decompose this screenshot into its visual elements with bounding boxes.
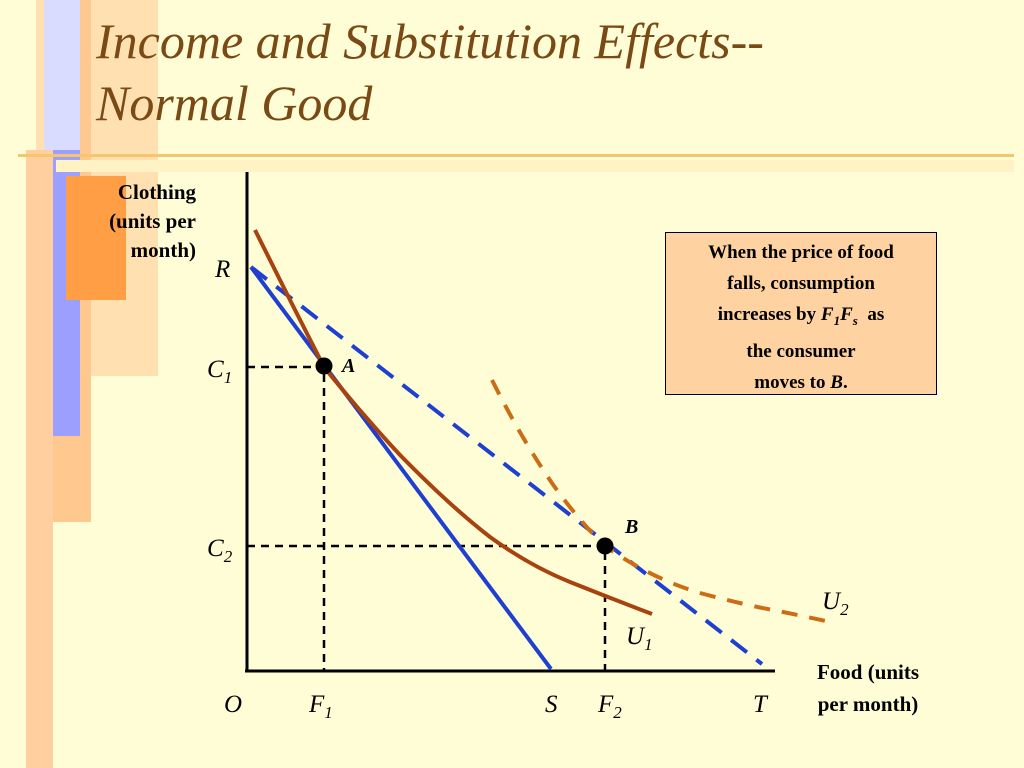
label-u2: U2 xyxy=(822,588,849,619)
label-u1-base: U xyxy=(626,623,646,650)
note-line-5-prefix: moves to xyxy=(754,371,831,393)
y-axis-title-line-3: month) xyxy=(130,238,196,262)
label-u1-sub: 1 xyxy=(644,635,653,654)
note-line-3-suffix: as xyxy=(857,304,885,325)
label-c1-base: C xyxy=(207,356,224,383)
origin-label: O xyxy=(224,691,242,718)
budget-line-rs xyxy=(249,265,553,671)
note-fs-base: F xyxy=(840,304,853,325)
label-f1-base: F xyxy=(308,691,325,718)
y-axis-title-line-2: (units per xyxy=(109,209,196,233)
indifference-curve-u2 xyxy=(490,379,831,624)
point-b-label: B xyxy=(624,516,638,538)
note-line-5: moves to B. xyxy=(666,367,936,398)
x-axis-title-line-2: per month) xyxy=(817,692,919,716)
label-f2-base: F xyxy=(597,691,614,718)
label-f2: F2 xyxy=(597,691,622,722)
intercept-label-t: T xyxy=(753,691,769,718)
intercept-label-s: S xyxy=(545,691,558,718)
indifference-curve-u1 xyxy=(253,229,653,616)
slide-title-line-2: Normal Good xyxy=(96,75,373,131)
budget-line-rt xyxy=(249,265,764,666)
decor-bar-orange-block xyxy=(66,176,126,300)
label-u2-sub: 2 xyxy=(840,600,849,619)
point-a-marker xyxy=(315,357,333,375)
note-f1-sub: 1 xyxy=(833,312,841,328)
y-axis-title-line-1: Clothing xyxy=(117,180,196,204)
note-line-5-suffix: . xyxy=(842,371,848,393)
decor-bar-peach-stripe xyxy=(26,150,53,768)
label-c2: C2 xyxy=(207,535,233,566)
note-line-3-prefix: increases by xyxy=(717,304,821,325)
note-line-1: When the price of food xyxy=(708,242,894,263)
label-u2-base: U xyxy=(822,588,842,615)
label-u1: U1 xyxy=(626,623,653,654)
note-point-b: B xyxy=(830,371,843,393)
note-line-3: increases by F1Fs as xyxy=(666,299,936,336)
point-b-marker xyxy=(596,537,614,555)
note-fs-sub: s xyxy=(852,312,858,328)
label-c1-sub: 1 xyxy=(224,368,233,387)
label-f2-sub: 2 xyxy=(613,703,622,722)
label-c1: C1 xyxy=(207,356,232,387)
explanation-note-box: When the price of food falls, consumptio… xyxy=(665,232,937,395)
note-line-4: the consumer xyxy=(746,340,856,362)
decor-bar-light-lavender xyxy=(44,0,80,150)
intercept-label-r: R xyxy=(214,256,230,283)
y-axis-title: Clothing (units per month) xyxy=(60,178,196,265)
title-divider xyxy=(18,154,1014,157)
label-c2-sub: 2 xyxy=(224,547,233,566)
x-axis-title-line-1: Food (units xyxy=(816,660,920,684)
x-axis-title: Food (units per month) xyxy=(788,656,948,720)
point-a-label: A xyxy=(340,355,355,377)
slide-title: Income and Substitution Effects-- Normal… xyxy=(96,10,996,134)
guide-lines-point-a xyxy=(247,365,326,671)
guide-lines-point-b xyxy=(247,544,607,671)
label-f1: F1 xyxy=(308,691,333,722)
title-divider-shadow xyxy=(56,160,1014,172)
note-f1-base: F xyxy=(820,304,834,325)
label-c2-base: C xyxy=(207,535,224,562)
label-f1-sub: 1 xyxy=(324,703,333,722)
note-line-2: falls, consumption xyxy=(727,273,875,294)
slide-title-line-1: Income and Substitution Effects-- xyxy=(96,13,764,69)
